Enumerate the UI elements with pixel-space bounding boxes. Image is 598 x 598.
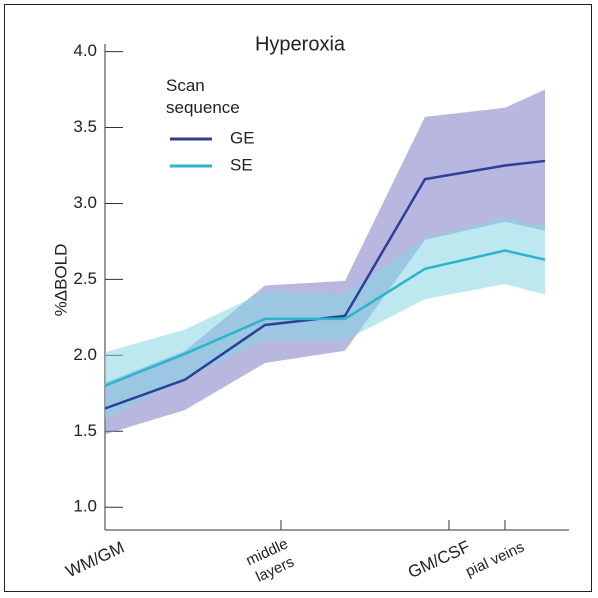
- y-tick-label: 1.0: [73, 497, 97, 516]
- legend-label: GE: [230, 128, 255, 147]
- y-tick-label: 3.0: [73, 193, 97, 212]
- y-axis-label: %ΔBOLD: [51, 244, 70, 317]
- y-tick-label: 3.5: [73, 117, 97, 136]
- line: [104, 159, 546, 410]
- y-tick-label: 2.5: [73, 269, 97, 288]
- frame: [4, 4, 592, 592]
- y-tick-label: 2.0: [73, 345, 97, 364]
- legend-label: SE: [230, 155, 253, 174]
- line: [104, 249, 546, 387]
- legend-title: Scan sequence: [166, 76, 240, 117]
- y-tick-label: 1.5: [73, 421, 97, 440]
- chart-title: Hyperoxia: [255, 33, 346, 55]
- y-tick-label: 4.0: [73, 41, 97, 60]
